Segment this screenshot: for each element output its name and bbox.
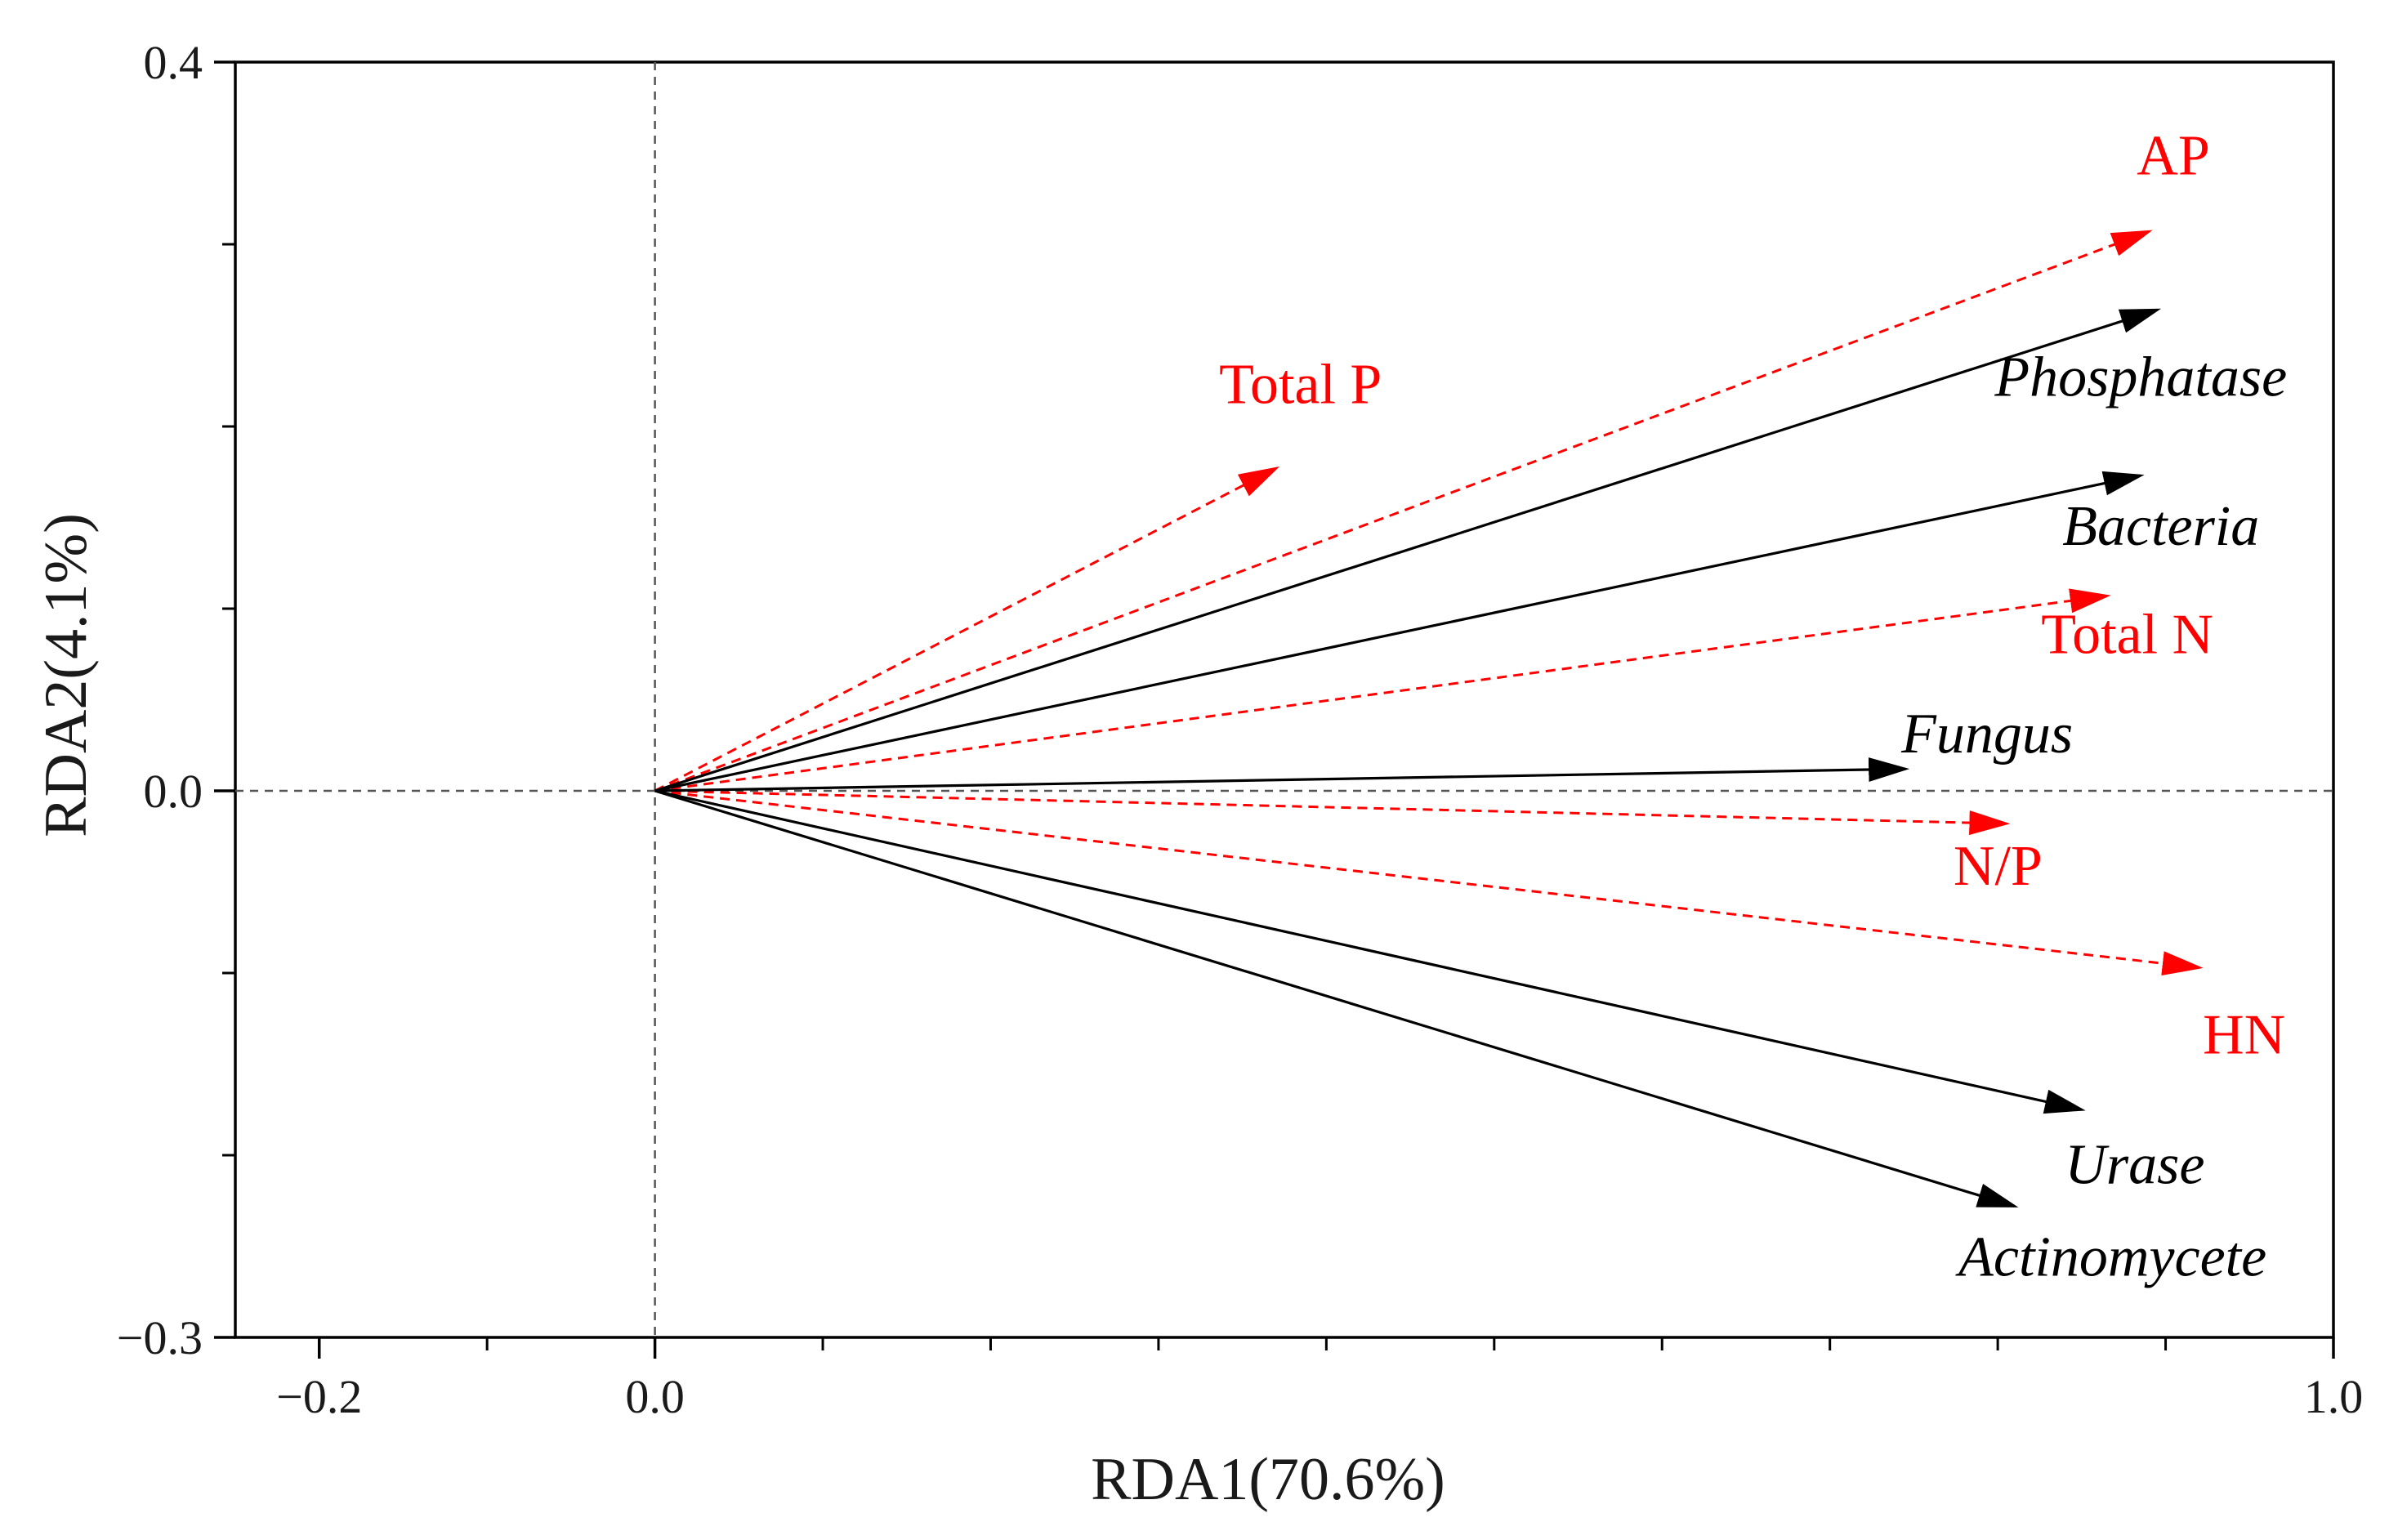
vector-label-ap: AP: [2137, 124, 2209, 187]
vector-label-urase: Urase: [2065, 1133, 2204, 1196]
vector-label-fungus: Fungus: [1900, 703, 2073, 766]
vector-label-n-p: N/P: [1954, 835, 2043, 898]
vector-actinomycete: [654, 789, 2019, 1207]
y-tick-label: 0.0: [144, 765, 203, 818]
vector-ap: [654, 230, 2153, 792]
vector-hn: [654, 789, 2204, 976]
x-tick-label: −0.2: [276, 1370, 362, 1423]
vector-bacteria: [654, 471, 2145, 792]
x-tick-label: 0.0: [625, 1370, 685, 1423]
axis-ticks: −0.2 0.0 1.0 0.4 0.0 −0.3: [117, 36, 2363, 1423]
vector-total-n: [654, 588, 2111, 792]
y-tick-label: −0.3: [117, 1311, 203, 1364]
plot-frame: [234, 60, 2335, 1339]
vector-total-p: [654, 466, 1280, 792]
vector-urase: [654, 789, 2086, 1114]
vector-label-bacteria: Bacteria: [2062, 495, 2259, 558]
vector-label-total-n: Total N: [2041, 603, 2213, 666]
y-axis-title: RDA2(4.1%): [33, 513, 100, 837]
plot-border: [234, 60, 2335, 1339]
vector-phosphatase: [654, 308, 2162, 792]
y-tick-label: 0.4: [144, 36, 203, 89]
x-axis-title: RDA1(70.6%): [1091, 1446, 1445, 1513]
vector-label-actinomycete: Actinomycete: [1955, 1225, 2266, 1288]
vector-labels: AP Total P Total N N/P HN Phosphatase Bacteria…: [1219, 124, 2287, 1288]
vector-label-hn: HN: [2203, 1003, 2285, 1066]
vector-label-total-p: Total P: [1219, 353, 1382, 416]
vector-n-p: [654, 789, 2011, 836]
x-tick-label: 1.0: [2304, 1370, 2364, 1423]
reference-lines: [235, 62, 2333, 1337]
vector-label-phosphatase: Phosphatase: [1994, 346, 2287, 408]
biplot-vectors: [654, 230, 2204, 1207]
vector-fungus: [654, 757, 1910, 792]
